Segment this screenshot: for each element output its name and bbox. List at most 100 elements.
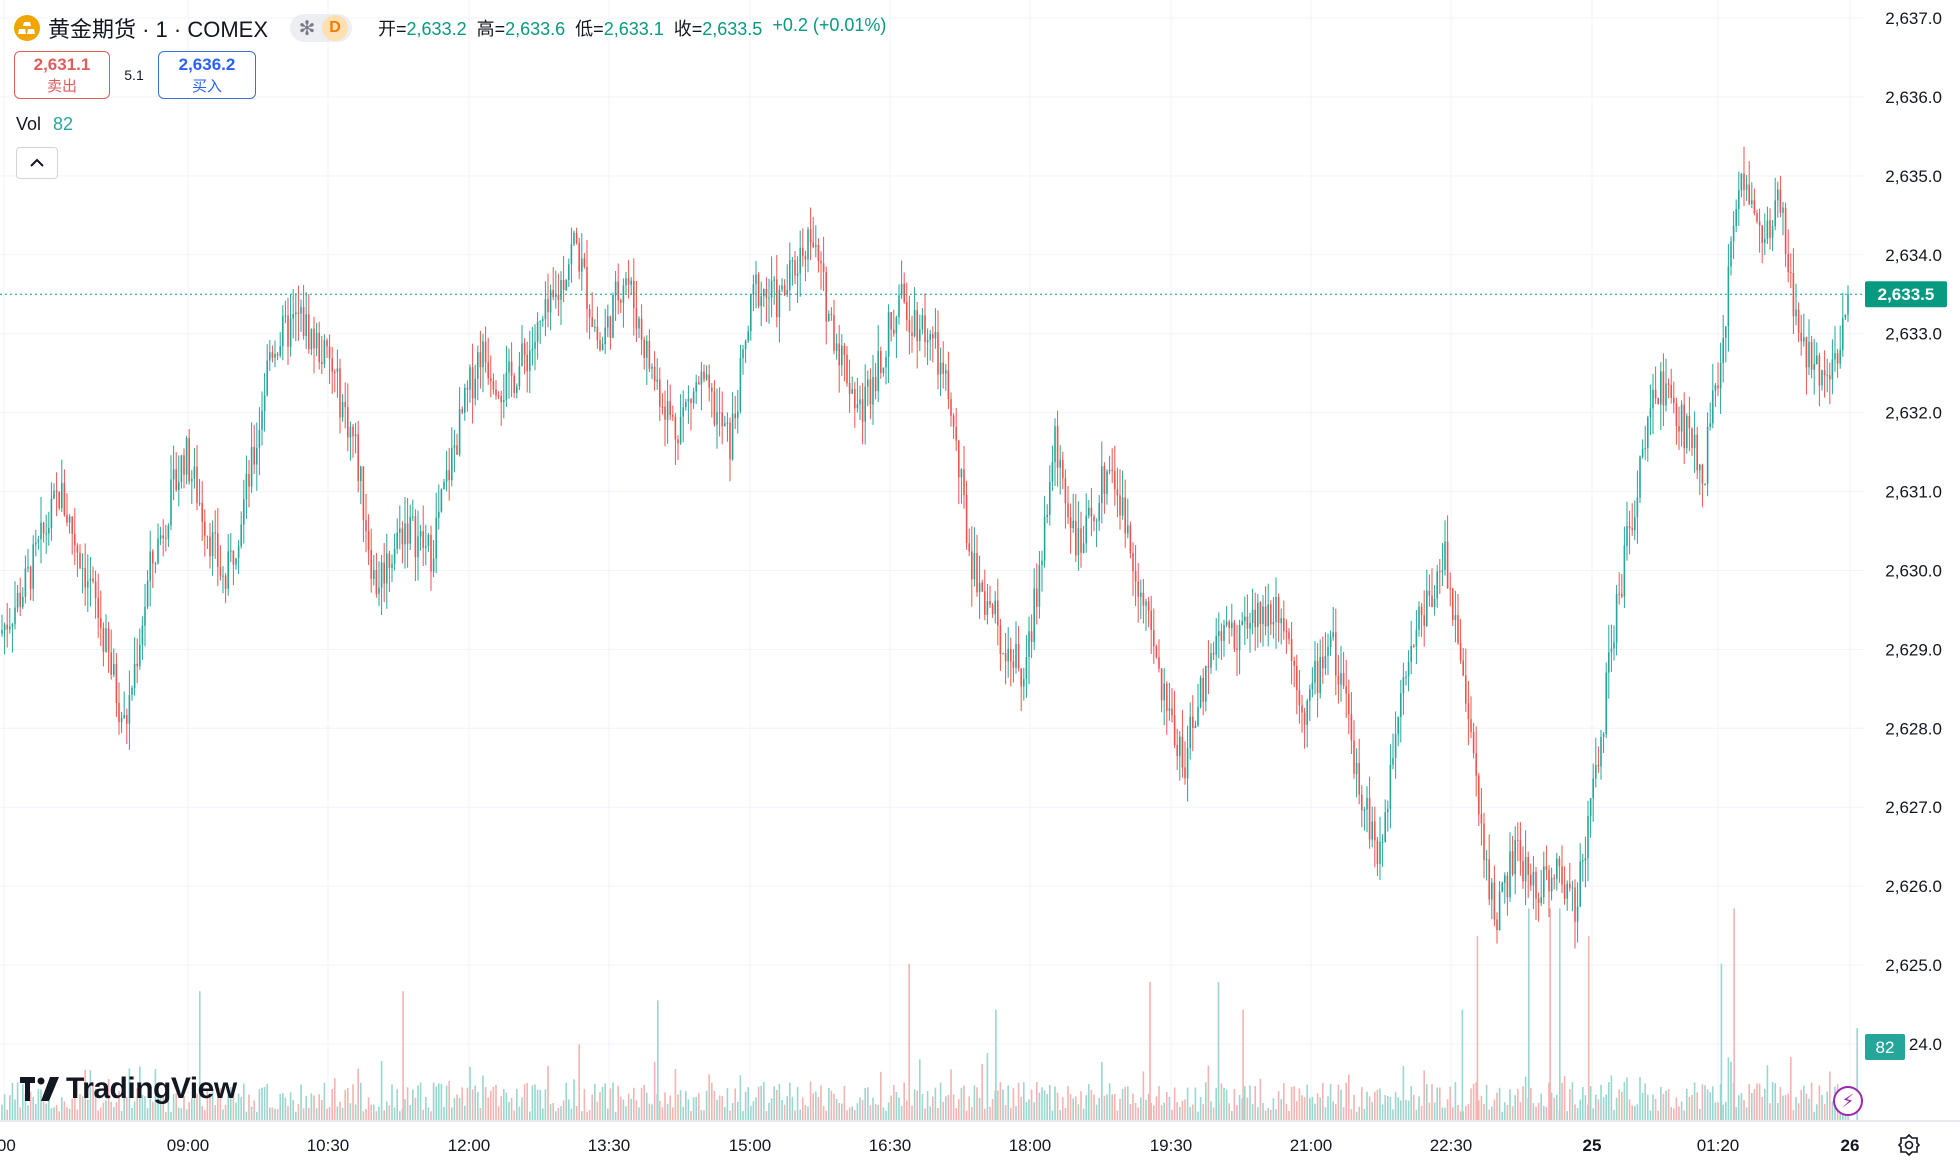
volume-bar bbox=[1101, 1061, 1103, 1120]
volume-spike bbox=[199, 991, 201, 1120]
candle-body bbox=[1218, 631, 1220, 636]
candle-body bbox=[1124, 497, 1126, 534]
volume-bar bbox=[94, 1088, 97, 1120]
volume-bar bbox=[1283, 1083, 1285, 1120]
candle-body bbox=[1498, 891, 1501, 930]
candle-body bbox=[882, 367, 885, 373]
candle-body bbox=[921, 315, 924, 330]
candle-body bbox=[297, 312, 300, 314]
volume-bar bbox=[276, 1109, 279, 1120]
lightning-icon[interactable]: ⚡ bbox=[1833, 1086, 1863, 1116]
candle-body bbox=[989, 601, 991, 605]
candle-body bbox=[1732, 226, 1735, 242]
candle-body bbox=[1543, 866, 1545, 898]
x-tick-label: 25 bbox=[1583, 1136, 1602, 1155]
volume-bar bbox=[768, 1102, 770, 1120]
volume-bar bbox=[1244, 1086, 1246, 1120]
volume-bar bbox=[911, 1105, 913, 1120]
volume-bar bbox=[448, 1080, 450, 1120]
volume-bar bbox=[565, 1082, 567, 1120]
candle-body bbox=[1202, 677, 1204, 702]
volume-bar bbox=[222, 1109, 224, 1120]
volume-bar bbox=[406, 1087, 409, 1120]
volume-bar bbox=[162, 1097, 164, 1120]
candle-body bbox=[1064, 478, 1067, 504]
volume-bar bbox=[924, 1108, 926, 1120]
candle-body bbox=[243, 499, 245, 525]
volume-bar bbox=[1225, 1089, 1228, 1120]
volume-bar bbox=[952, 1094, 955, 1120]
volume-legend[interactable]: Vol 82 bbox=[16, 114, 73, 135]
symbol-title[interactable]: 黄金期货 · 1 · COMEX bbox=[48, 17, 269, 42]
gear-icon[interactable] bbox=[1895, 1131, 1923, 1159]
candle-body bbox=[131, 687, 133, 695]
candle-body bbox=[1485, 859, 1488, 861]
volume-bar bbox=[1184, 1099, 1186, 1120]
volume-bar bbox=[432, 1082, 435, 1120]
volume-bar bbox=[118, 1091, 120, 1120]
collapse-legend-button[interactable] bbox=[16, 147, 58, 179]
volume-bar bbox=[1501, 1111, 1503, 1120]
candle-body bbox=[1501, 882, 1503, 892]
volume-bar bbox=[854, 1110, 856, 1120]
candle-body bbox=[1431, 595, 1433, 607]
volume-bar bbox=[1623, 1082, 1626, 1120]
volume-bar bbox=[1379, 1088, 1381, 1120]
volume-bar bbox=[1179, 1106, 1181, 1120]
candle-body bbox=[120, 718, 123, 723]
volume-bar bbox=[851, 1106, 853, 1120]
volume-spike bbox=[1559, 908, 1561, 1120]
volume-bar bbox=[939, 1082, 942, 1120]
volume-bar bbox=[1784, 1095, 1787, 1120]
volume-bar bbox=[1387, 1096, 1389, 1120]
candle-body bbox=[1241, 621, 1243, 625]
candle-body bbox=[1051, 462, 1054, 482]
volume-bar bbox=[913, 1089, 916, 1120]
volume-bar bbox=[570, 1108, 573, 1120]
volume-bar bbox=[1478, 1100, 1480, 1120]
candle-body bbox=[700, 371, 703, 385]
candle-body bbox=[770, 280, 773, 298]
tradingview-logo[interactable]: TradingView bbox=[20, 1072, 237, 1106]
candle-body bbox=[1488, 859, 1490, 900]
volume-bar bbox=[1033, 1102, 1035, 1120]
candle-body bbox=[1673, 397, 1675, 404]
candle-body bbox=[245, 473, 248, 500]
status-pill[interactable]: ✻ D bbox=[290, 14, 353, 42]
volume-bar bbox=[1722, 1104, 1724, 1120]
volume-bar bbox=[1168, 1096, 1171, 1120]
volume-bar bbox=[1779, 1087, 1782, 1120]
candle-body bbox=[1056, 426, 1059, 468]
candle-body bbox=[1392, 758, 1394, 765]
volume-bar bbox=[588, 1110, 591, 1120]
volume-bar bbox=[120, 1111, 123, 1120]
sell-button[interactable]: 2,631.1 卖出 bbox=[14, 51, 110, 99]
candle-body bbox=[9, 626, 11, 630]
buy-button[interactable]: 2,636.2 买入 bbox=[158, 51, 256, 99]
candle-body bbox=[721, 412, 723, 427]
volume-bar bbox=[144, 1096, 146, 1120]
volume-bar bbox=[596, 1101, 599, 1120]
candle-body bbox=[284, 315, 287, 317]
candle-body bbox=[1649, 408, 1652, 418]
volume-bar bbox=[1774, 1083, 1776, 1120]
volume-bar bbox=[1748, 1084, 1750, 1120]
candle-body bbox=[81, 568, 84, 570]
volume-bar bbox=[640, 1087, 643, 1120]
buy-price: 2,636.2 bbox=[178, 54, 236, 74]
candle-body bbox=[796, 273, 799, 276]
x-tick-label: 13:30 bbox=[588, 1136, 631, 1155]
candle-body bbox=[755, 274, 757, 285]
volume-bar bbox=[1306, 1084, 1308, 1120]
volume-bar bbox=[1426, 1084, 1428, 1120]
volume-bar bbox=[700, 1110, 703, 1120]
candle-body bbox=[1415, 629, 1418, 647]
volume-bar bbox=[1064, 1107, 1067, 1120]
volume-bar bbox=[716, 1099, 718, 1120]
candle-body bbox=[786, 290, 788, 295]
volume-bar bbox=[1740, 1093, 1743, 1120]
volume-bar bbox=[1376, 1089, 1379, 1120]
candle-body bbox=[1628, 526, 1631, 529]
volume-bar bbox=[1652, 1094, 1654, 1120]
